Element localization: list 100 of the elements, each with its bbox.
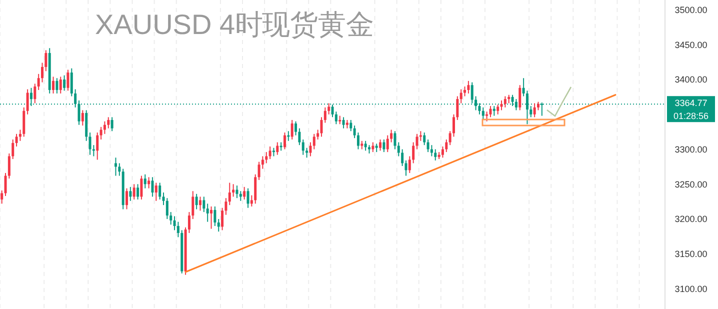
candlestick: [464, 86, 466, 97]
candlestick: [15, 133, 18, 147]
candlestick: [390, 129, 393, 143]
candlestick: [107, 116, 110, 129]
candlestick: [0, 190, 4, 204]
candlestick: [416, 133, 418, 150]
candlestick: [302, 139, 304, 156]
candlestick: [342, 116, 345, 129]
candlestick: [467, 80, 470, 94]
candlestick: [170, 212, 172, 226]
candlestick: [408, 156, 411, 174]
candlestick: [228, 182, 231, 206]
candlestick: [236, 185, 238, 199]
candlestick: [132, 184, 136, 200]
candlestick: [140, 175, 143, 200]
candlestick: [324, 106, 326, 124]
candlestick: [382, 139, 386, 153]
chart-subtitle: 现货黄金: [262, 9, 374, 40]
candlestick: [144, 174, 146, 189]
candlestick: [85, 110, 88, 142]
candlestick: [158, 182, 162, 200]
y-tick-label: 3100.00: [674, 284, 708, 294]
candlestick: [151, 176, 154, 198]
candlestick: [265, 152, 268, 164]
candlestick: [176, 221, 180, 238]
candlestick: [81, 110, 84, 126]
candlestick: [486, 111, 488, 122]
candlestick: [401, 148, 404, 167]
candlestick: [283, 132, 286, 150]
candlestick: [198, 196, 202, 212]
candlestick: [397, 142, 400, 157]
candlestick: [52, 76, 55, 94]
candlestick: [59, 76, 62, 94]
candlestick: [482, 106, 484, 120]
candlestick: [118, 162, 121, 176]
candlestick: [518, 84, 522, 111]
candlestick: [445, 139, 448, 153]
candlestick: [306, 147, 308, 158]
candlestick: [496, 104, 500, 115]
candlestick: [379, 139, 382, 152]
candlestick: [232, 184, 235, 198]
candlestick: [26, 88, 29, 115]
candlestick: [126, 188, 128, 210]
candlestick: [136, 184, 140, 200]
y-tick-label: 3400.00: [674, 74, 708, 85]
candlestick: [412, 142, 415, 164]
candlestick: [386, 134, 389, 153]
candlestick: [37, 73, 40, 90]
candlestick: [202, 196, 206, 213]
candlestick: [246, 188, 250, 208]
y-tick-label: 3450.00: [674, 40, 708, 50]
candlestick: [114, 157, 117, 176]
candlestick: [489, 106, 492, 118]
candlestick: [195, 193, 198, 210]
candlestick: [96, 132, 99, 160]
candlestick: [12, 139, 14, 160]
y-tick-label: 3250.00: [674, 179, 708, 190]
candlestick: [328, 102, 330, 115]
candlestick: [492, 106, 496, 116]
text: 01:28:56: [673, 111, 709, 122]
candlestick: [434, 148, 437, 161]
ref-line-label: 3364.77: [674, 98, 708, 108]
candlestick: [533, 102, 536, 118]
candlestick: [154, 182, 158, 202]
candlestick: [356, 132, 360, 150]
y-tick-label: 3300.00: [674, 144, 708, 154]
candlestick: [103, 120, 106, 134]
candlestick: [217, 218, 220, 232]
candlestick: [430, 144, 433, 157]
candlestick: [70, 68, 73, 97]
y-tick-label: 3500.00: [674, 4, 708, 15]
candlestick: [350, 119, 352, 132]
candlestick: [206, 203, 209, 222]
candlestick: [192, 190, 194, 220]
candlestick: [22, 106, 26, 138]
candlestick: [456, 96, 459, 120]
candlestick: [210, 206, 213, 230]
candlestick: [254, 174, 257, 204]
candlestick: [268, 146, 272, 160]
y-tick-label: 3150.00: [674, 249, 708, 260]
candlestick: [290, 119, 294, 140]
y-tick-label: 3200.00: [674, 214, 708, 224]
candlestick: [426, 139, 430, 153]
candlestick: [66, 69, 70, 92]
candlestick: [309, 142, 312, 157]
candlestick: [148, 176, 150, 189]
candlestick: [129, 186, 132, 202]
candlestick: [88, 132, 92, 156]
candlestick: [276, 142, 279, 156]
candlestick: [320, 116, 323, 138]
candlestick: [110, 116, 114, 132]
candlestick: [312, 133, 316, 150]
candlestick: [56, 78, 58, 94]
chart-title: XAUUSD 4时: [95, 9, 264, 40]
candlestick: [364, 140, 367, 152]
candlestick: [166, 198, 168, 220]
candlestick: [63, 74, 66, 92]
candlestick: [441, 146, 444, 158]
candlestick: [214, 206, 216, 226]
candlestick: [34, 83, 36, 104]
